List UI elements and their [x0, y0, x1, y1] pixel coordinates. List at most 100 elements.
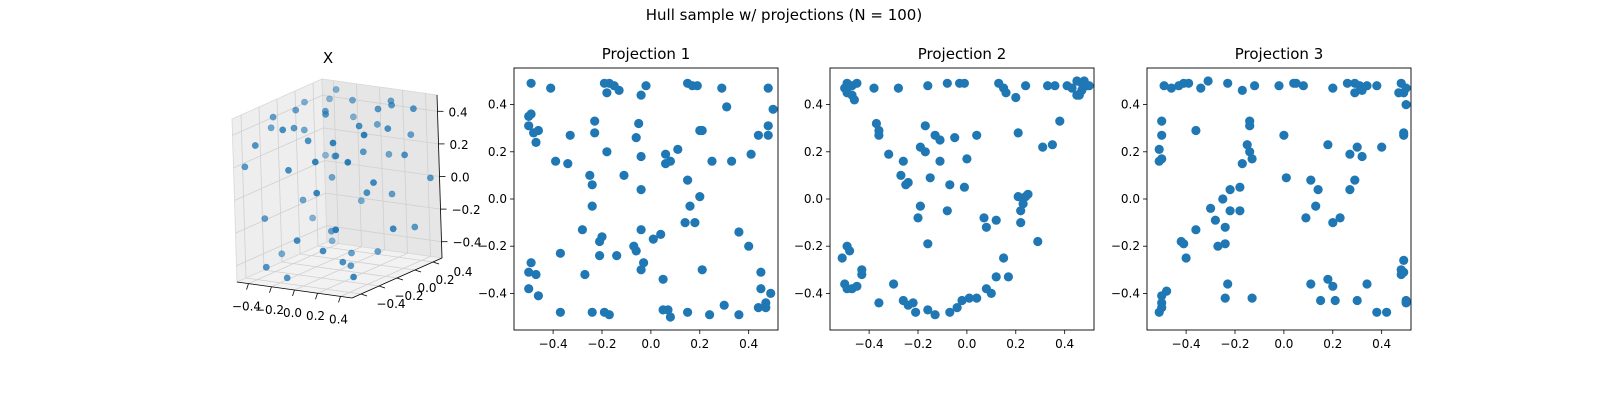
data-point — [697, 265, 707, 275]
data-point — [1357, 85, 1367, 95]
data-point — [763, 130, 773, 140]
data-point — [373, 121, 381, 128]
data-point — [901, 180, 911, 190]
data-point — [1213, 241, 1223, 251]
grid-line — [299, 253, 416, 271]
data-point — [734, 227, 744, 237]
data-point — [267, 124, 275, 132]
data-point — [959, 78, 970, 88]
panel-title: X — [323, 49, 333, 67]
data-point — [972, 293, 982, 303]
data-point — [972, 130, 982, 140]
data-point — [1210, 215, 1220, 225]
z-tick-label: −0.4 — [453, 236, 482, 250]
data-point — [1157, 116, 1167, 126]
data-point — [705, 310, 715, 320]
x-tick-label: −0.4 — [855, 337, 884, 351]
y-tick-label: 0.4 — [804, 98, 823, 112]
z-tick-label: −0.2 — [452, 203, 481, 217]
data-point — [326, 95, 333, 103]
x-tick-label: −0.4 — [1172, 337, 1201, 351]
data-point — [344, 158, 352, 166]
data-point — [889, 279, 899, 289]
data-point — [614, 85, 624, 95]
data-point — [374, 105, 382, 113]
data-point — [962, 154, 972, 164]
data-point — [959, 182, 970, 192]
data-point — [1352, 142, 1362, 152]
data-point — [913, 213, 923, 223]
data-point — [1247, 154, 1257, 164]
data-point — [942, 78, 952, 88]
data-point — [1247, 293, 1257, 303]
data-point — [746, 149, 756, 159]
data-point — [1223, 279, 1233, 289]
y-tick-label: 0.0 — [804, 192, 823, 206]
data-point — [680, 218, 690, 228]
data-point — [311, 158, 319, 166]
data-point — [555, 307, 566, 317]
data-point — [1328, 281, 1338, 291]
data-point — [663, 305, 673, 315]
data-point — [925, 173, 935, 183]
data-point — [595, 236, 605, 247]
data-point — [920, 147, 930, 157]
data-point — [1084, 81, 1094, 91]
y-tick-label: 0.4 — [453, 265, 472, 279]
data-point — [526, 78, 536, 88]
data-point — [1342, 78, 1352, 88]
data-point — [734, 310, 744, 320]
data-point — [923, 305, 933, 315]
data-point — [526, 258, 536, 268]
grid-line — [402, 90, 408, 254]
data-point — [1166, 83, 1176, 93]
z-tick-label: 0.0 — [451, 171, 470, 185]
data-point — [1335, 213, 1345, 223]
data-point — [389, 225, 397, 233]
data-point — [1016, 218, 1026, 228]
data-point — [999, 253, 1009, 263]
data-point — [359, 148, 367, 156]
data-point — [563, 159, 573, 169]
grid-line — [294, 90, 301, 255]
data-point — [930, 310, 940, 320]
data-point — [920, 121, 930, 131]
data-point — [1237, 85, 1247, 95]
data-point — [1328, 218, 1338, 228]
data-point — [695, 192, 705, 202]
data-point — [261, 215, 269, 222]
data-point — [585, 170, 595, 180]
data-point — [1220, 239, 1230, 249]
data-point — [1001, 88, 1011, 98]
data-point — [546, 83, 556, 93]
data-point — [915, 201, 926, 211]
data-point — [1018, 199, 1028, 209]
data-point — [986, 288, 996, 298]
data-point — [1203, 76, 1213, 86]
data-point — [717, 83, 727, 93]
data-point — [1357, 151, 1367, 162]
data-point — [241, 163, 249, 171]
data-point — [1350, 175, 1360, 185]
data-point — [1033, 236, 1043, 247]
data-point — [299, 196, 307, 204]
data-point — [636, 90, 646, 100]
y-tick-label: −0.4 — [1111, 286, 1140, 300]
data-point — [942, 206, 952, 216]
data-point — [531, 269, 541, 280]
data-point — [935, 135, 945, 145]
data-point — [1016, 206, 1026, 216]
data-point — [871, 118, 882, 129]
data-point — [1157, 154, 1167, 164]
data-point — [945, 180, 955, 190]
data-point — [1306, 175, 1316, 185]
data-point — [1072, 90, 1082, 100]
data-point — [1401, 100, 1411, 110]
panel-title: Projection 1 — [602, 45, 690, 63]
data-point — [1362, 279, 1372, 289]
data-point — [1396, 269, 1406, 280]
data-point — [407, 131, 415, 138]
data-point — [587, 201, 597, 211]
data-point — [1157, 291, 1167, 301]
data-point — [551, 156, 561, 166]
